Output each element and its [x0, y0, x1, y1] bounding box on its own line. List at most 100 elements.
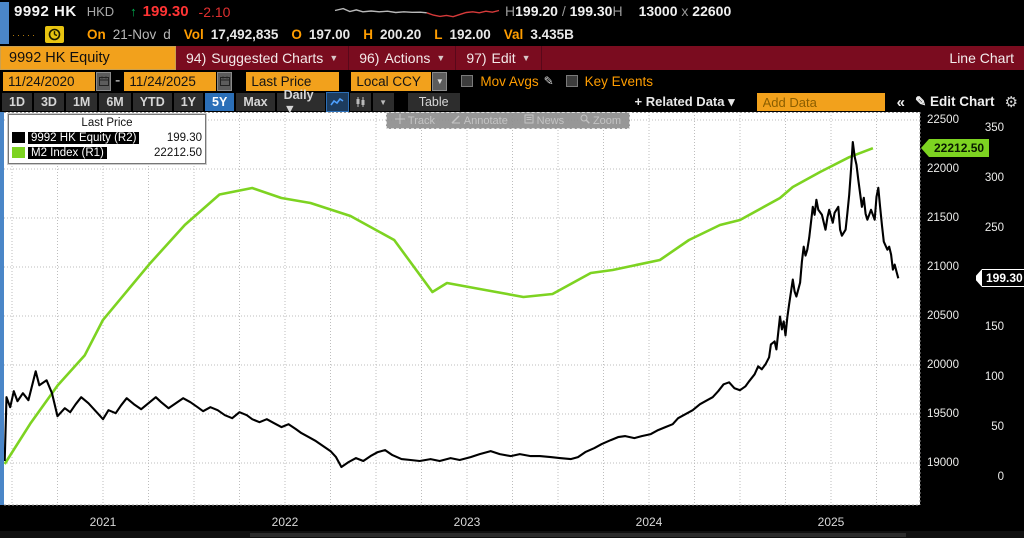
last-price: 199.30: [142, 3, 189, 20]
axis-r1-tick: 21500: [927, 212, 959, 224]
tab-range-3d[interactable]: 3D: [33, 93, 64, 111]
session-clock-icon[interactable]: [45, 26, 64, 43]
function-menu-bar: 9992 HK Equity 94) Suggested Charts ▼ 96) Ac…: [0, 46, 1024, 70]
tab-range-1m[interactable]: 1M: [65, 93, 98, 111]
toolbar-news-button[interactable]: News: [524, 114, 564, 127]
tab-range-max[interactable]: Max: [236, 93, 275, 111]
stat-label: Val: [503, 27, 524, 42]
axis-r1-tick: 20500: [927, 310, 959, 322]
mov-avgs-checkbox[interactable]: [461, 75, 474, 87]
date-from-input[interactable]: 11/24/2020: [3, 71, 95, 91]
menu-item-label: Suggested Charts: [211, 50, 324, 66]
quote-header-row: 9992 HK HKD ↑ 199.30 -2.10 H199.20 / 199…: [0, 0, 1024, 23]
stat-label: On: [87, 27, 106, 42]
tab-range-5y[interactable]: 5Y: [205, 93, 235, 111]
pencil-icon[interactable]: ✎: [543, 74, 554, 88]
period-toolbar: 1D 3D 1M 6M YTD 1Y 5Y Max Daily ▼ ▼ Table + Rel…: [0, 88, 1024, 116]
chart-type-label: Line Chart: [949, 50, 1014, 66]
bid-ask-size: 13000 x 22600: [638, 3, 732, 19]
line-chart-type-button[interactable]: [325, 92, 349, 112]
intraday-sparkline: [334, 7, 500, 18]
toolbar-item-label: Zoom: [592, 114, 622, 127]
chart-hover-toolbar: Track Annotate News Zoom: [386, 112, 630, 129]
calendar-icon[interactable]: [96, 71, 111, 91]
stat-label: H: [363, 27, 373, 42]
toolbar-item-label: Track: [407, 114, 435, 127]
mov-avgs-label[interactable]: Mov Avgs: [480, 73, 539, 89]
stat-label: O: [291, 27, 302, 42]
toolbar-item-label: Annotate: [463, 114, 508, 127]
key-events-checkbox[interactable]: [565, 75, 578, 87]
stat-value: 192.00: [449, 27, 491, 42]
up-arrow-icon: ↑: [130, 4, 137, 19]
chart-controls-row: 11/24/2020 - 11/24/2025 Last Price Local…: [0, 70, 1024, 92]
menu-item-suggested-charts[interactable]: 94) Suggested Charts ▼: [176, 46, 350, 70]
legend-swatch: [12, 132, 25, 143]
stat-value: 200.20: [379, 27, 422, 42]
currency-code: HKD: [86, 4, 115, 19]
chevron-down-icon: ▼: [329, 53, 339, 63]
axis-r2-tick: 50: [991, 421, 1004, 434]
calendar-icon[interactable]: [217, 71, 233, 91]
axis-x-tick: 2022: [271, 515, 299, 529]
legend-entry[interactable]: 9992 HK Equity (R2) 199.30: [12, 130, 202, 145]
menu-item-edit[interactable]: 97) Edit ▼: [456, 46, 542, 70]
price-field-select[interactable]: Last Price: [246, 71, 340, 91]
stat-label: L: [434, 27, 443, 42]
date-range-separator: -: [115, 72, 121, 89]
axis-r2-tick: 0: [997, 471, 1004, 483]
tab-range-ytd[interactable]: YTD: [132, 93, 172, 111]
toolbar-zoom-button[interactable]: Zoom: [580, 114, 621, 127]
bottom-scrollbar-thumb[interactable]: [250, 533, 906, 537]
axis-r1-tick: 20000: [927, 359, 959, 371]
chart-legend: Last Price 9992 HK Equity (R2) 199.30 M2 I…: [8, 114, 206, 164]
chevron-down-icon[interactable]: ▼: [432, 71, 448, 91]
tab-range-6m[interactable]: 6M: [99, 93, 131, 111]
toolbar-annotate-button[interactable]: Annotate: [451, 114, 508, 127]
security-ticker-field[interactable]: 9992 HK Equity: [0, 46, 176, 70]
currency-select[interactable]: Local CCY: [351, 71, 432, 91]
frequency-select[interactable]: Daily ▼: [276, 88, 325, 116]
toolbar-annotate-icon: [451, 114, 461, 127]
axis-r1-tick: 19000: [927, 457, 959, 469]
axis-x-tick: 2024: [635, 515, 663, 529]
more-chart-types-button[interactable]: ▼: [372, 93, 394, 111]
date-to-input[interactable]: 11/24/2025: [124, 71, 217, 91]
menu-item-label: Edit: [491, 50, 516, 66]
collapse-panel-button[interactable]: «: [896, 93, 905, 111]
menu-item-actions[interactable]: 96) Actions ▼: [349, 46, 457, 70]
legend-entry[interactable]: M2 Index (R1) 22212.50: [12, 145, 202, 160]
stat-value: 17,492,835: [210, 27, 279, 42]
axis-r2-tick: 100: [984, 371, 1004, 384]
legend-series-value: 199.30: [166, 131, 202, 144]
menu-item-label: Actions: [384, 50, 431, 66]
axis-x-tick: 2025: [817, 515, 845, 529]
toolbar-track-button[interactable]: Track: [394, 114, 435, 127]
gear-icon[interactable]: ⚙: [1004, 94, 1018, 111]
edit-chart-button[interactable]: ✎ Edit Chart: [914, 94, 995, 109]
tag-arrow: [921, 139, 929, 158]
table-button[interactable]: Table: [407, 93, 460, 111]
price-chart-plot[interactable]: [0, 112, 1024, 538]
add-data-input[interactable]: [756, 93, 885, 111]
tab-range-1d[interactable]: 1D: [2, 93, 32, 111]
menu-item-number: 97): [466, 50, 487, 66]
axis-x-tick: 2021: [89, 515, 117, 529]
legend-series-name: 9992 HK Equity (R2): [28, 131, 140, 144]
tab-range-1y[interactable]: 1Y: [173, 93, 204, 111]
price-change: -2.10: [198, 3, 231, 20]
ticker-symbol: 9992 HK: [14, 3, 77, 20]
session-stats-row: ····· On 21-Nov d Vol 17,492,835 O 197.00 H 200.…: [0, 23, 1024, 46]
legend-rows: 9992 HK Equity (R2) 199.30 M2 Index (R1) 22…: [12, 130, 202, 160]
axis-r2-tick: 150: [984, 321, 1004, 334]
candle-chart-type-button[interactable]: [349, 93, 371, 111]
stat-value: d: [163, 27, 171, 42]
related-data-button[interactable]: + Related Data ▾: [634, 94, 735, 109]
axis-r2-tick: 300: [984, 171, 1004, 184]
axis-r1-tick: 21000: [927, 261, 959, 273]
bid-ask-range: H199.20 / 199.30H: [505, 3, 623, 19]
legend-swatch: [12, 147, 25, 158]
key-events-label[interactable]: Key Events: [584, 73, 653, 89]
legend-series-name: M2 Index (R1): [28, 146, 107, 159]
